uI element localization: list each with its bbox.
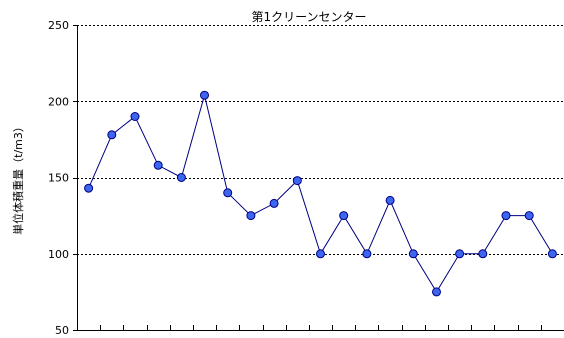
gridlines [77, 25, 564, 255]
tick-labels: 50 100 150 200 250 [48, 19, 69, 337]
data-point-14 [385, 195, 395, 205]
data-point-11 [316, 249, 325, 259]
data-point-5 [176, 173, 186, 182]
y-axis-label: 単位体積重量（t/m3） [11, 121, 25, 235]
data-point-21 [547, 249, 557, 259]
data-point-7 [223, 188, 233, 198]
data-point-15 [408, 249, 418, 259]
series-line-0 [88, 93, 553, 293]
data-point-6 [200, 90, 209, 100]
y-tick-label-250: 250 [48, 19, 69, 32]
data-point-4 [153, 160, 163, 170]
data-point-19 [501, 211, 511, 221]
data-point-18 [478, 249, 488, 259]
y-tick-label-200: 200 [48, 95, 69, 108]
data-point-17 [455, 249, 465, 259]
data-point-20 [524, 211, 534, 221]
series-group [84, 90, 557, 297]
y-tick-label-50: 50 [55, 324, 69, 337]
data-point-1 [84, 183, 94, 193]
data-point-13 [362, 249, 372, 259]
data-point-10 [292, 176, 302, 186]
y-tick-label-100: 100 [48, 248, 69, 261]
data-point-3 [130, 112, 140, 121]
data-point-2 [107, 130, 117, 140]
data-point-8 [246, 211, 256, 221]
data-point-16 [432, 287, 441, 297]
axes [73, 25, 564, 331]
data-point-9 [269, 198, 279, 208]
chart-title: 第1クリーンセンター [251, 10, 366, 24]
y-tick-label-150: 150 [48, 172, 69, 185]
data-point-12 [339, 211, 349, 221]
